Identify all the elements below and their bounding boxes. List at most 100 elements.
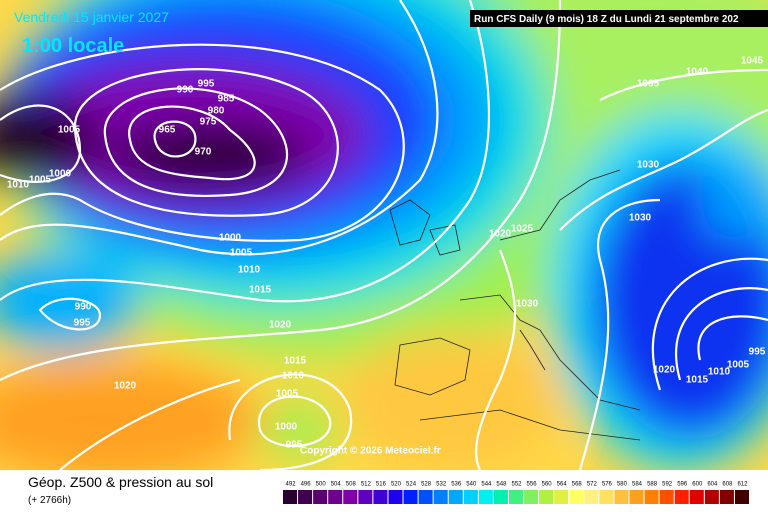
pressure-label: 1020: [269, 320, 292, 331]
pressure-label: 990: [177, 85, 194, 96]
scale-label: 572: [587, 482, 598, 488]
pressure-label: 965: [159, 125, 176, 136]
scale-swatch: [388, 490, 403, 504]
scale-label: 568: [572, 482, 583, 488]
pressure-label: 1000: [275, 422, 298, 433]
scale-swatch: [614, 490, 629, 504]
pressure-label: 970: [195, 147, 212, 158]
isobars: [0, 0, 768, 470]
pressure-label: 1030: [516, 299, 539, 310]
pressure-label: 1005: [29, 175, 52, 186]
scale-swatch: [674, 490, 689, 504]
scale-label: 508: [346, 482, 357, 488]
scale-swatch: [508, 490, 524, 504]
scale-label: 544: [481, 482, 492, 488]
scale-label: 504: [331, 482, 342, 488]
scale-label: 500: [316, 482, 327, 488]
pressure-label: 1015: [249, 285, 272, 296]
pressure-label: 1030: [637, 160, 660, 171]
scale-label: 584: [632, 482, 643, 488]
pressure-label: 995: [74, 318, 91, 329]
scale-swatch: [554, 490, 569, 504]
scale-swatch: [493, 490, 508, 504]
pressure-label: 1000: [49, 169, 72, 180]
scale-label: 556: [527, 482, 538, 488]
scale-label: 560: [542, 482, 553, 488]
scale-label: 580: [617, 482, 628, 488]
scale-swatch: [599, 490, 614, 504]
scale-label: 540: [466, 482, 477, 488]
pressure-label: 1035: [637, 79, 660, 90]
scale-label: 612: [737, 482, 748, 488]
scale-swatch: [719, 490, 734, 504]
scale-swatch: [418, 490, 433, 504]
scale-swatch: [343, 490, 358, 504]
scale-swatch: [659, 490, 674, 504]
pressure-label: 1045: [741, 56, 764, 67]
time: 1:00 locale: [22, 35, 124, 57]
scale-label: 512: [361, 482, 372, 488]
footer-subtitle: (+ 2766h): [28, 495, 71, 506]
scale-swatch: [539, 490, 554, 504]
pressure-label: 1020: [653, 365, 676, 376]
scale-swatch: [328, 490, 343, 504]
scale-label: 564: [557, 482, 568, 488]
pressure-label: 1015: [686, 375, 709, 386]
scale-swatch: [644, 490, 659, 504]
pressure-label: 980: [208, 106, 225, 117]
color-scale: 492 496 500 504 508 512 516 520 524 528 532 536 540 5…: [283, 482, 749, 504]
pressure-label: 1025: [511, 224, 534, 235]
scale-label: 588: [647, 482, 658, 488]
scale-swatch: [584, 490, 599, 504]
pressure-label: 1005: [727, 360, 750, 371]
pressure-label: 975: [200, 117, 217, 128]
pressure-label: 1005: [276, 389, 299, 400]
scale-swatch: [569, 490, 584, 504]
scale-label: 552: [511, 482, 522, 488]
pressure-label: 990: [75, 302, 92, 313]
scale-label: 492: [286, 482, 297, 488]
scale-label: 536: [451, 482, 462, 488]
scale-label: 516: [376, 482, 387, 488]
scale-swatch: [629, 490, 644, 504]
scale-label: 548: [496, 482, 507, 488]
scale-swatch: [283, 490, 298, 504]
scale-swatch: [704, 490, 719, 504]
pressure-label: 1030: [629, 213, 652, 224]
scale-swatch: [313, 490, 328, 504]
scale-swatch: [433, 490, 448, 504]
pressure-label: 1020: [114, 381, 137, 392]
pressure-label: 1005: [58, 125, 81, 136]
scale-label: 604: [707, 482, 718, 488]
pressure-label: 1000: [219, 233, 242, 244]
pressure-label: 1015: [284, 356, 307, 367]
scale-swatch: [689, 490, 704, 504]
run-info: Run CFS Daily (9 mois) 18 Z du Lundi 21 …: [474, 14, 739, 25]
scale-swatch: [463, 490, 478, 504]
scale-label: 520: [391, 482, 402, 488]
pressure-label: 995: [749, 347, 766, 358]
scale-swatch: [358, 490, 373, 504]
run-box: [470, 10, 768, 27]
copyright: Copyright © 2026 Meteociel.fr: [300, 446, 441, 457]
scale-label: 608: [722, 482, 733, 488]
pressure-label: 1005: [230, 248, 253, 259]
scale-swatch: [478, 490, 493, 504]
scale-label: 592: [662, 482, 673, 488]
scale-label: 524: [406, 482, 417, 488]
scale-label: 596: [677, 482, 688, 488]
date: Vendredi 15 janvier 2027: [14, 9, 169, 25]
scale-swatch: [403, 490, 418, 504]
scale-swatch: [373, 490, 388, 504]
scale-label: 600: [692, 482, 703, 488]
field: 995 990 985 980 975 965 970 1005 1000 10…: [0, 0, 768, 470]
scale-label: 528: [421, 482, 432, 488]
scale-label: 576: [602, 482, 613, 488]
footer-title: Géop. Z500 & pression au sol: [28, 474, 213, 490]
pressure-label: 1010: [708, 367, 731, 378]
scale-swatch: [298, 490, 313, 504]
pressure-labels: 995 990 985 980 975 965 970 1005 1000 10…: [7, 56, 766, 451]
pressure-label: 1010: [238, 265, 261, 276]
pressure-label: 995: [286, 440, 303, 451]
